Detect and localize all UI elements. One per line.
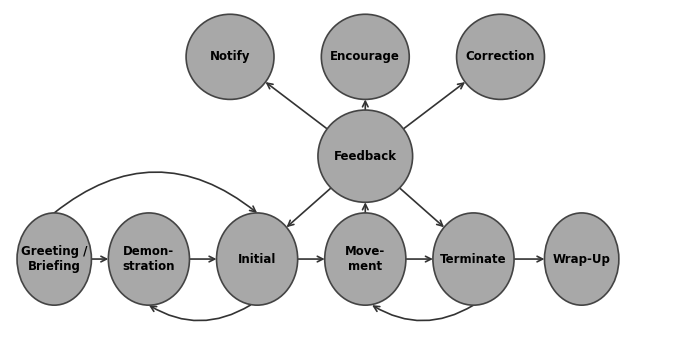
Ellipse shape <box>318 110 413 202</box>
Ellipse shape <box>322 14 409 100</box>
Text: Feedback: Feedback <box>334 150 397 163</box>
Ellipse shape <box>457 14 544 100</box>
Text: Demon-
stration: Demon- stration <box>123 245 175 273</box>
Text: Terminate: Terminate <box>440 253 506 266</box>
Ellipse shape <box>325 213 406 305</box>
Ellipse shape <box>544 213 619 305</box>
Text: Greeting /
Briefing: Greeting / Briefing <box>21 245 88 273</box>
Text: Move-
ment: Move- ment <box>345 245 386 273</box>
Ellipse shape <box>217 213 297 305</box>
Ellipse shape <box>186 14 274 100</box>
Ellipse shape <box>17 213 91 305</box>
Text: Wrap-Up: Wrap-Up <box>553 253 611 266</box>
Text: Correction: Correction <box>466 50 535 63</box>
Text: Notify: Notify <box>210 50 250 63</box>
Text: Initial: Initial <box>238 253 276 266</box>
Ellipse shape <box>108 213 190 305</box>
Ellipse shape <box>433 213 514 305</box>
Text: Encourage: Encourage <box>331 50 400 63</box>
